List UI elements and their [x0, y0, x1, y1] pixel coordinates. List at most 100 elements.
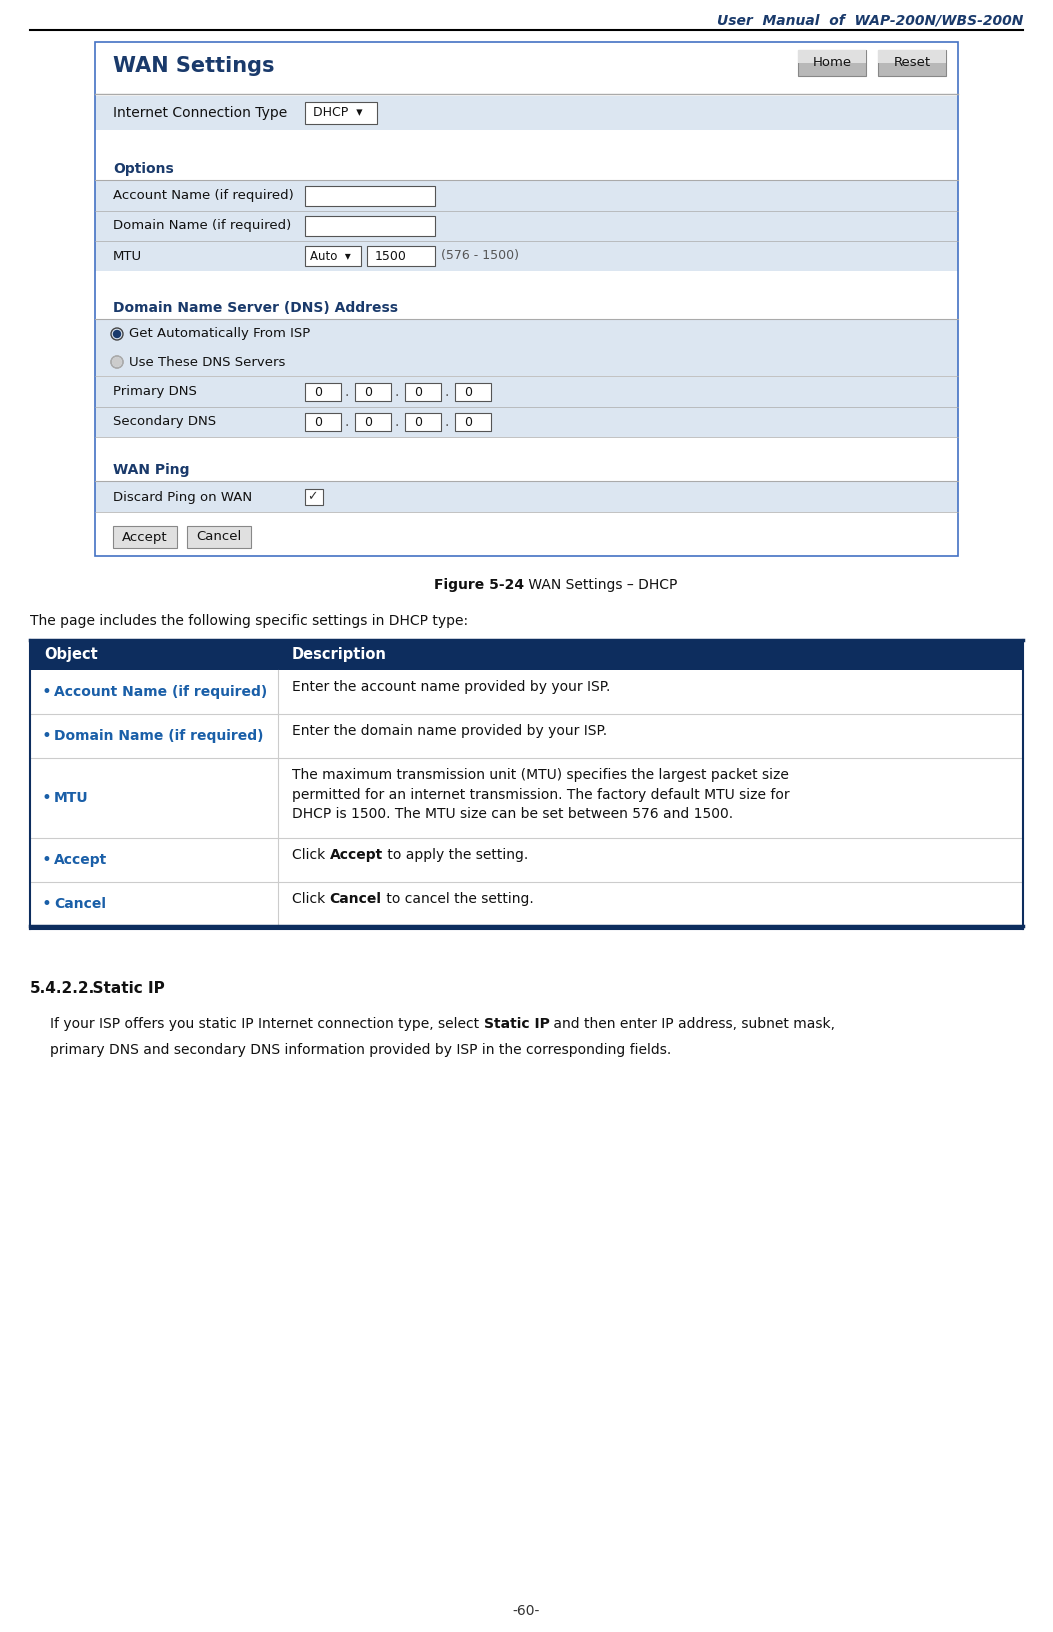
Bar — [29, 715, 1024, 757]
Text: primary DNS and secondary DNS information provided by ISP in the corresponding f: primary DNS and secondary DNS informatio… — [49, 1043, 671, 1058]
Bar — [355, 413, 391, 431]
Text: Accept: Accept — [122, 530, 167, 543]
Text: WAN Ping: WAN Ping — [113, 463, 190, 477]
Bar — [405, 384, 441, 401]
Bar — [305, 215, 435, 237]
Bar — [305, 186, 435, 206]
Bar — [95, 437, 958, 459]
Text: 0: 0 — [414, 416, 422, 429]
Bar — [95, 320, 958, 348]
Bar — [29, 837, 1024, 881]
Text: Cancel: Cancel — [196, 530, 241, 543]
Text: WAN Settings – DHCP: WAN Settings – DHCP — [524, 578, 678, 592]
Bar — [29, 881, 1024, 925]
Text: MTU: MTU — [54, 792, 88, 805]
Bar — [305, 246, 361, 266]
Bar — [878, 51, 946, 77]
Text: ✓: ✓ — [307, 491, 318, 504]
Text: WAN Settings: WAN Settings — [113, 55, 275, 77]
Text: Account Name (if required): Account Name (if required) — [54, 685, 267, 698]
Circle shape — [114, 331, 120, 338]
Text: .: . — [344, 385, 349, 398]
Text: 0: 0 — [464, 385, 472, 398]
Text: Accept: Accept — [330, 849, 383, 862]
Text: .: . — [344, 415, 349, 429]
Text: DHCP  ▾: DHCP ▾ — [313, 106, 362, 119]
Text: Click: Click — [292, 893, 330, 906]
Bar — [95, 481, 958, 512]
Bar — [29, 757, 1024, 837]
Text: Static IP: Static IP — [82, 981, 164, 996]
Text: .: . — [394, 415, 398, 429]
Bar — [29, 671, 1024, 715]
Bar — [305, 490, 323, 504]
Text: The page includes the following specific settings in DHCP type:: The page includes the following specific… — [29, 614, 469, 628]
Text: Domain Name (if required): Domain Name (if required) — [54, 730, 263, 743]
Text: .: . — [444, 415, 449, 429]
Bar — [355, 384, 391, 401]
Bar — [29, 640, 1024, 671]
Text: to apply the setting.: to apply the setting. — [383, 849, 529, 862]
Bar — [95, 211, 958, 242]
Bar — [95, 271, 958, 297]
Text: Domain Name Server (DNS) Address: Domain Name Server (DNS) Address — [113, 300, 398, 315]
Text: Account Name (if required): Account Name (if required) — [113, 189, 294, 202]
Text: Internet Connection Type: Internet Connection Type — [113, 106, 287, 121]
Bar — [798, 51, 866, 64]
Bar — [95, 377, 958, 406]
Text: Get Automatically From ISP: Get Automatically From ISP — [130, 328, 311, 341]
Bar — [95, 181, 958, 211]
Text: Domain Name (if required): Domain Name (if required) — [113, 219, 292, 232]
Text: and then enter IP address, subnet mask,: and then enter IP address, subnet mask, — [550, 1017, 835, 1031]
Text: •: • — [42, 788, 52, 806]
Text: •: • — [42, 726, 52, 744]
Text: Home: Home — [813, 57, 852, 70]
Text: to cancel the setting.: to cancel the setting. — [381, 893, 534, 906]
Bar — [95, 96, 958, 131]
Bar — [455, 413, 491, 431]
Text: 0: 0 — [464, 416, 472, 429]
Bar — [367, 246, 435, 266]
Text: Cancel: Cancel — [54, 898, 106, 911]
Text: •: • — [42, 894, 52, 912]
Bar — [305, 384, 341, 401]
Text: Secondary DNS: Secondary DNS — [113, 416, 216, 429]
Text: Object: Object — [44, 648, 98, 663]
Bar — [455, 384, 491, 401]
Bar — [95, 42, 958, 557]
Text: The maximum transmission unit (MTU) specifies the largest packet size
permitted : The maximum transmission unit (MTU) spec… — [292, 769, 790, 821]
Text: 5.4.2.2.: 5.4.2.2. — [29, 981, 95, 996]
Text: Static IP: Static IP — [483, 1017, 550, 1031]
Text: •: • — [42, 684, 52, 702]
Text: Figure 5-24: Figure 5-24 — [435, 578, 524, 592]
Text: Click: Click — [292, 849, 330, 862]
Bar — [95, 242, 958, 271]
Text: 0: 0 — [364, 385, 372, 398]
Bar — [405, 413, 441, 431]
Text: •: • — [42, 850, 52, 868]
Text: 1500: 1500 — [375, 250, 406, 263]
Text: -60-: -60- — [513, 1604, 540, 1617]
Circle shape — [112, 357, 122, 367]
Text: Primary DNS: Primary DNS — [113, 385, 197, 398]
Bar — [95, 521, 958, 557]
Bar — [187, 526, 251, 548]
Bar — [95, 131, 958, 158]
Text: Discard Ping on WAN: Discard Ping on WAN — [113, 491, 252, 504]
Text: Auto  ▾: Auto ▾ — [310, 250, 351, 263]
Text: Cancel: Cancel — [330, 893, 381, 906]
Text: Enter the account name provided by your ISP.: Enter the account name provided by your … — [292, 681, 611, 694]
Text: User  Manual  of  WAP-200N/WBS-200N: User Manual of WAP-200N/WBS-200N — [717, 13, 1024, 28]
Text: MTU: MTU — [113, 250, 142, 263]
Bar — [305, 101, 377, 124]
Bar — [878, 51, 946, 64]
Bar — [798, 51, 866, 77]
Text: Reset: Reset — [893, 57, 931, 70]
Text: 0: 0 — [314, 385, 322, 398]
Text: (576 - 1500): (576 - 1500) — [441, 250, 519, 263]
Text: Use These DNS Servers: Use These DNS Servers — [130, 356, 285, 369]
Bar — [95, 348, 958, 375]
Bar — [95, 42, 958, 95]
Bar — [305, 413, 341, 431]
Text: 0: 0 — [364, 416, 372, 429]
